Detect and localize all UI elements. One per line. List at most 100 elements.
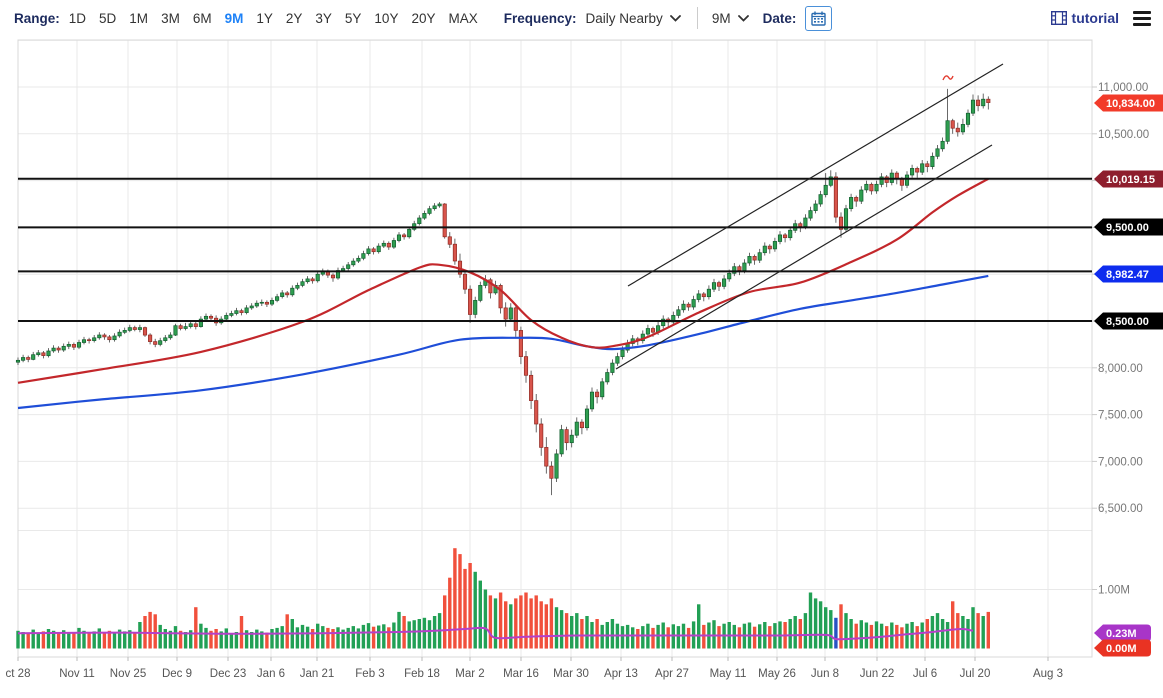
range-option-9m[interactable]: 9M	[224, 10, 244, 26]
volume-bar	[504, 601, 508, 649]
svg-text:Jan 6: Jan 6	[257, 668, 285, 680]
candle	[239, 310, 244, 313]
candle	[539, 423, 544, 448]
candle	[823, 184, 828, 196]
period-dropdown[interactable]: 9M	[712, 11, 749, 26]
candle	[488, 279, 493, 294]
axis-badges: 10,834.00 10,019.15 9,500.00 8,982.47 8,500.…	[1094, 94, 1163, 657]
candle	[447, 236, 452, 245]
volume-bar	[448, 577, 452, 649]
svg-text:Apr 27: Apr 27	[655, 668, 689, 680]
candle	[107, 336, 112, 341]
volume-bar	[625, 624, 630, 649]
volume-bar	[265, 632, 269, 649]
red-ma-line	[17, 177, 989, 384]
candle	[275, 296, 280, 301]
candle	[46, 350, 51, 357]
trend-channel[interactable]	[615, 63, 1004, 370]
candle	[71, 344, 76, 348]
candle	[910, 168, 915, 176]
candle	[310, 278, 315, 282]
svg-text:Mar 2: Mar 2	[455, 668, 484, 680]
candle	[701, 293, 706, 298]
candle	[132, 327, 137, 330]
candle	[554, 453, 559, 479]
svg-text:Aug 3: Aug 3	[1033, 668, 1063, 680]
volume-bar	[417, 619, 421, 649]
candle	[224, 315, 229, 320]
svg-text:May 26: May 26	[758, 668, 796, 680]
svg-text:8,000.00: 8,000.00	[1098, 363, 1143, 375]
candle	[579, 421, 584, 429]
volume-bar	[829, 610, 833, 649]
volume-bar	[285, 614, 289, 649]
range-option-20y[interactable]: 20Y	[411, 10, 436, 26]
range-option-10y[interactable]: 10Y	[374, 10, 399, 26]
menu-button[interactable]	[1131, 9, 1153, 28]
volume-bar	[346, 627, 350, 649]
candle	[158, 340, 163, 345]
axis-badge	[1094, 265, 1163, 283]
candle	[828, 176, 833, 186]
annotation-mark[interactable]	[942, 75, 954, 81]
horizontal-lines[interactable]	[18, 177, 1092, 322]
volume-bar	[51, 630, 56, 649]
svg-text:Jun 22: Jun 22	[860, 668, 895, 680]
volume-bar	[158, 624, 162, 649]
volume-bar	[56, 633, 61, 649]
volume-bar	[986, 611, 990, 649]
volume-bar	[488, 595, 493, 649]
range-option-6m[interactable]: 6M	[192, 10, 212, 26]
candle	[127, 327, 132, 331]
range-option-1d[interactable]: 1D	[68, 10, 87, 26]
candle	[173, 325, 178, 336]
candle	[468, 288, 473, 315]
volume-bar	[214, 629, 218, 649]
volume-bar	[737, 627, 742, 649]
range-option-3y[interactable]: 3Y	[315, 10, 332, 26]
volume-bar	[976, 613, 980, 649]
svg-text:Nov 25: Nov 25	[110, 668, 146, 680]
candle	[915, 168, 920, 173]
volume-bar	[544, 604, 548, 649]
volume-bar	[36, 632, 40, 649]
candle	[849, 197, 854, 209]
svg-text:Jun 8: Jun 8	[811, 668, 839, 680]
candle	[432, 205, 437, 210]
range-option-5y[interactable]: 5Y	[344, 10, 362, 26]
tutorial-link[interactable]: tutorial	[1050, 10, 1119, 26]
range-option-1y[interactable]: 1Y	[256, 10, 273, 26]
volume-bar	[331, 629, 335, 649]
range-option-5d[interactable]: 5D	[99, 10, 117, 26]
volume-bar	[310, 629, 315, 649]
candle	[818, 194, 823, 205]
volume-bar	[585, 616, 589, 649]
range-option-2y[interactable]: 2Y	[285, 10, 303, 26]
axis-badge	[1094, 94, 1163, 112]
candle	[366, 248, 371, 254]
volume-bar	[849, 619, 853, 649]
candle	[427, 208, 432, 214]
svg-text:Jan 21: Jan 21	[300, 668, 335, 680]
volume-bar	[900, 627, 904, 649]
candle	[650, 328, 656, 333]
volume-bar	[686, 627, 691, 649]
range-option-3m[interactable]: 3M	[161, 10, 180, 26]
date-picker-button[interactable]	[805, 5, 833, 31]
frequency-dropdown[interactable]: Daily Nearby	[586, 11, 681, 26]
volume-bar	[112, 632, 117, 649]
candle	[523, 356, 529, 376]
candle	[645, 328, 650, 335]
range-option-max[interactable]: MAX	[448, 10, 478, 26]
volume-bar	[412, 620, 416, 649]
volume-bar	[651, 627, 655, 649]
volume-bar	[280, 626, 284, 649]
volume-bar	[905, 623, 909, 649]
candle	[676, 309, 681, 316]
range-option-1m[interactable]: 1M	[129, 10, 149, 26]
volume-bar	[321, 626, 325, 649]
candle	[747, 256, 752, 264]
candle	[36, 352, 41, 356]
candle	[391, 240, 396, 248]
